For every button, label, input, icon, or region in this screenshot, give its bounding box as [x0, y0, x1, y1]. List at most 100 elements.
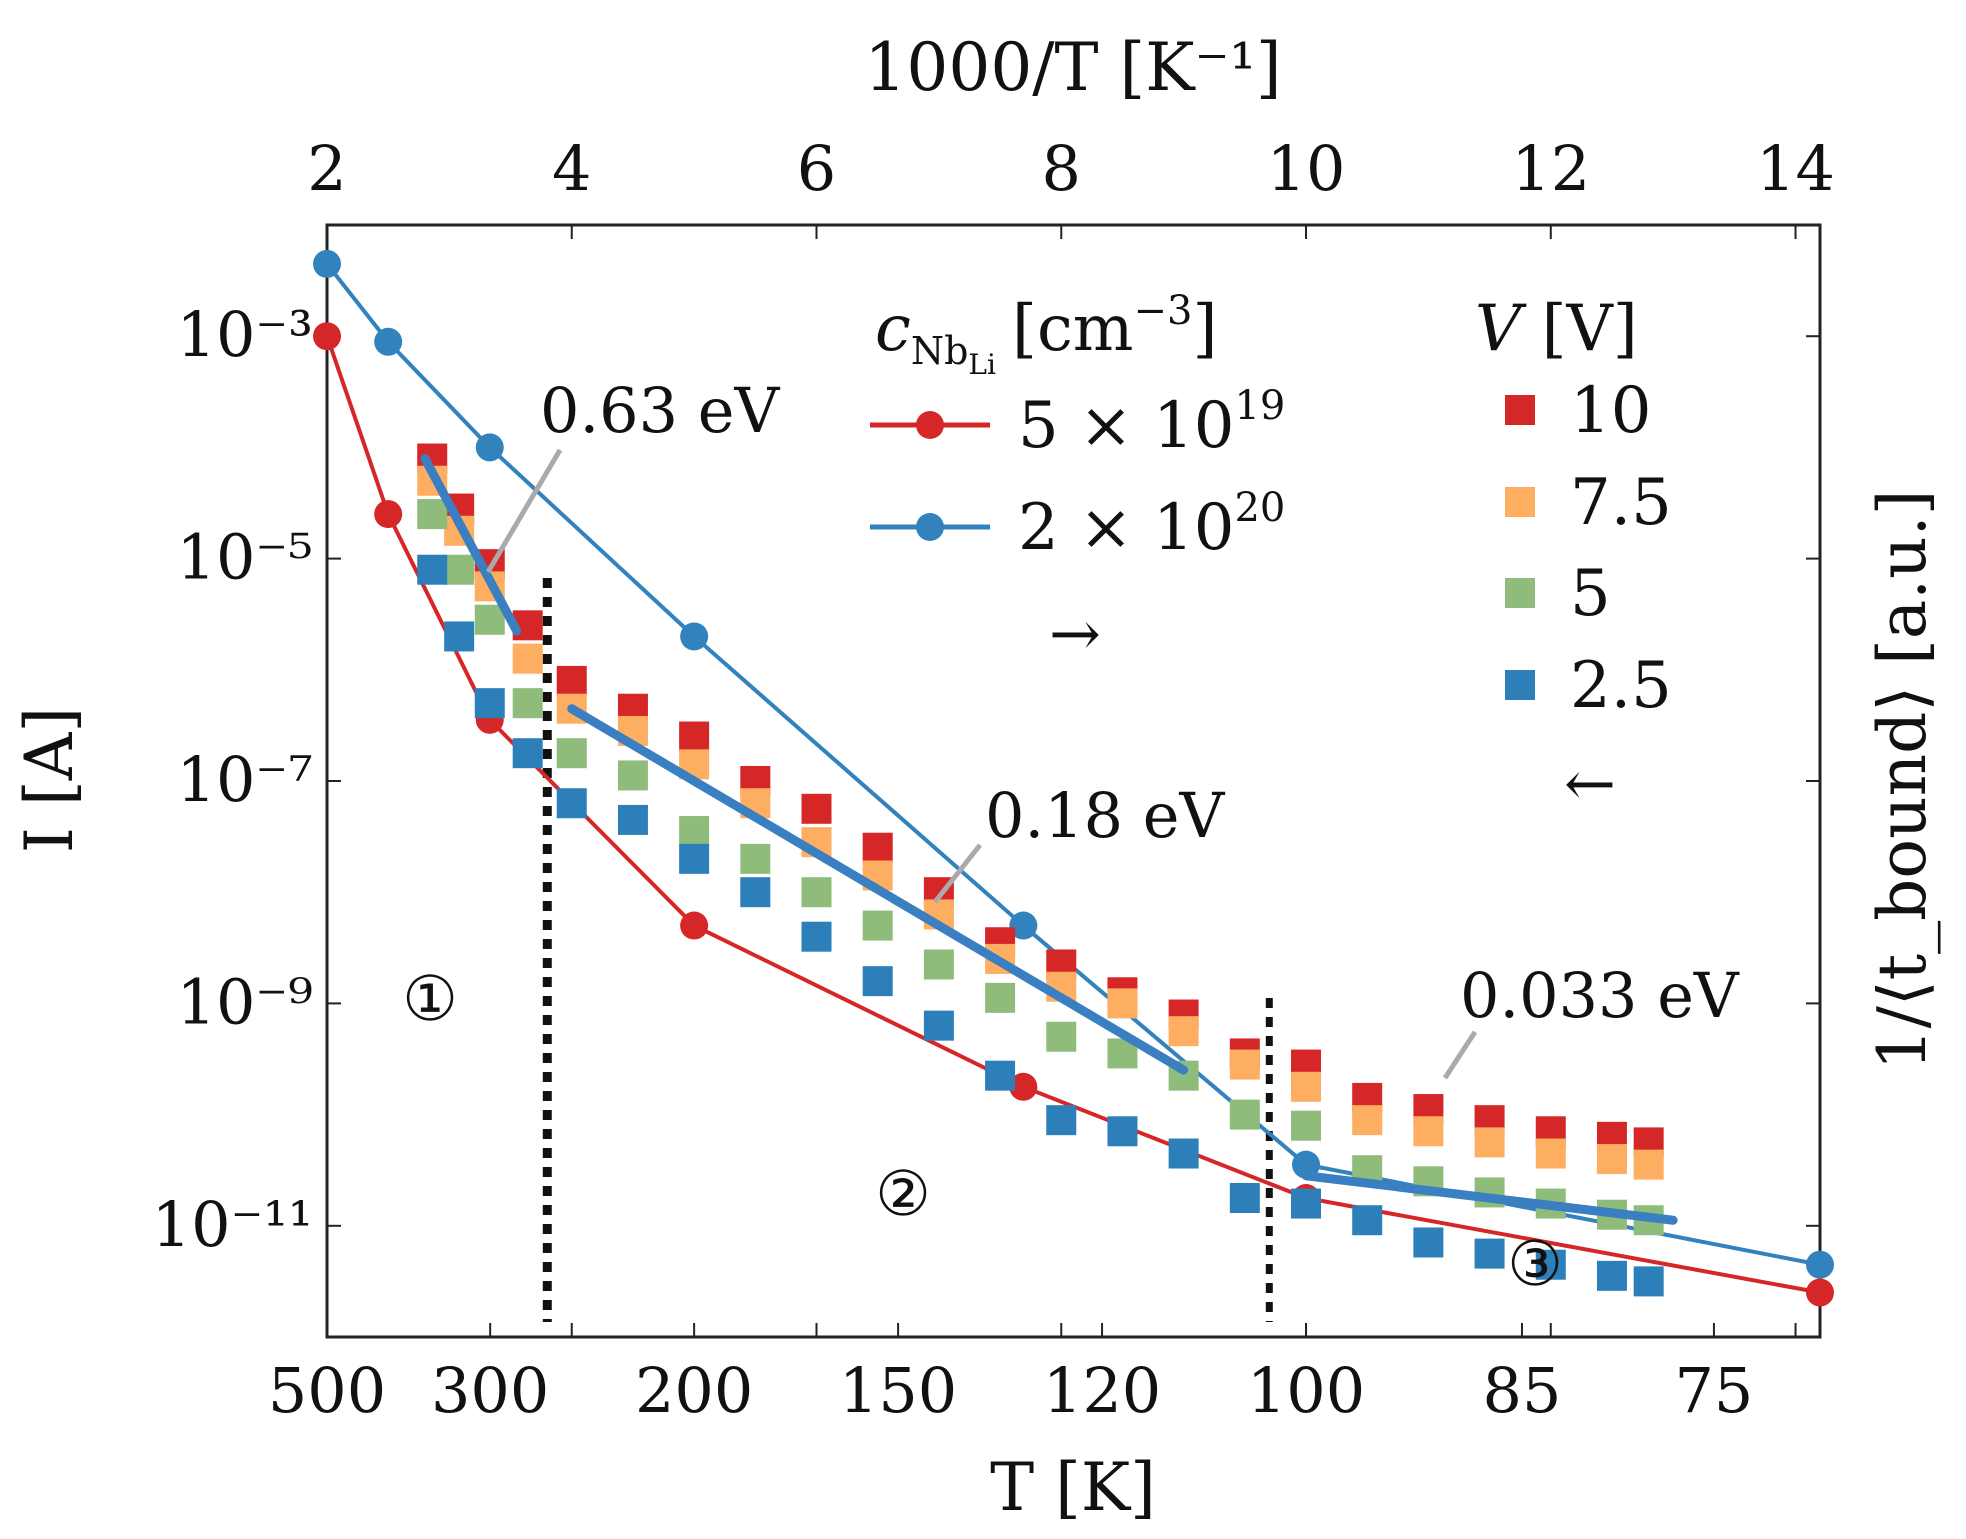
scatter-point-v5	[556, 738, 587, 769]
scatter-point-v5	[1229, 1099, 1260, 1130]
scatter-point-v5	[474, 604, 505, 635]
legend-entry-blue: 2 × 1020	[1018, 485, 1285, 565]
legend-voltage-10: 10	[1570, 374, 1651, 448]
legend-voltage: V [V] 10 7.5 5 2.5	[1475, 292, 1672, 723]
scatter-point-v5	[862, 910, 893, 941]
scatter-point-v2-5	[1352, 1205, 1383, 1236]
legend-concentration: cNbLi [cm−3] 5 × 1019 2 × 1020	[870, 288, 1285, 565]
fit-lines-layer	[420, 454, 1678, 1225]
scatter-point-v5	[512, 688, 543, 719]
series-point-0	[1009, 1072, 1038, 1101]
scatter-point-v5	[740, 843, 771, 874]
top-tick-label: 8	[1042, 132, 1081, 205]
legend-voltage-7-5: 7.5	[1570, 466, 1672, 540]
region-3-label: ③	[1507, 1227, 1563, 1300]
region-2-label: ②	[875, 1157, 931, 1230]
scatter-point-v7-5	[1535, 1138, 1566, 1169]
arrow-left-annotation: ←	[1564, 747, 1616, 820]
scatter-point-v7-5	[1413, 1116, 1444, 1147]
legend-square-5	[1505, 578, 1535, 608]
scatter-point-v2-5	[679, 843, 710, 874]
scatter-point-v10	[862, 832, 893, 863]
scatter-point-v2-5	[1596, 1260, 1627, 1291]
fit-label-leader-0-033	[1442, 1030, 1478, 1080]
scatter-point-v5	[679, 816, 710, 847]
left-axis-title: I [A]	[11, 707, 88, 853]
scatter-point-v5	[417, 499, 448, 530]
scatter-point-v5	[1291, 1110, 1322, 1141]
scatter-point-v5	[801, 877, 832, 908]
scatter-point-v7-5	[1168, 1016, 1199, 1047]
top-tick-label: 12	[1511, 132, 1590, 205]
scatter-point-v7-5	[1229, 1049, 1260, 1080]
fit-label-0-033: 0.033 eV	[1460, 959, 1740, 1032]
legend-square-2-5	[1505, 670, 1535, 700]
top-tick-label: 10	[1267, 132, 1346, 205]
scatter-point-v2-5	[985, 1060, 1016, 1091]
series-point-1	[313, 249, 341, 278]
legend-voltage-2-5: 2.5	[1570, 649, 1672, 723]
fit-label-leader-0-63	[485, 448, 563, 574]
fit-line-0	[420, 454, 522, 636]
scatter-point-v2-5	[862, 966, 893, 997]
scatter-point-v2-5	[1535, 1249, 1566, 1280]
legend-voltage-5: 5	[1570, 557, 1611, 631]
right-axis-title: 1/⟨t_bound⟩ [a.u.]	[1864, 490, 1941, 1071]
ticks-layer: 2 4 6 8 10 12 14 500 300 200 150 120 100 85 75 10⁻³ 10⁻⁵…	[152, 132, 1835, 1427]
scatter-point-v2-5	[1474, 1238, 1505, 1269]
region-1-label: ①	[402, 962, 458, 1035]
fit-label-0-18: 0.18 eV	[985, 779, 1225, 852]
scatter-point-v2-5	[801, 921, 832, 952]
series-point-0	[680, 911, 709, 940]
bottom-tick-label: 200	[635, 1354, 753, 1427]
legend-square-7-5	[1505, 487, 1535, 517]
scatter-point-v5	[923, 949, 954, 980]
scatter-point-v2-5	[923, 1010, 954, 1041]
scatter-point-v2-5	[740, 877, 771, 908]
scatter-point-v2-5	[617, 804, 648, 835]
left-tick-label: 10⁻⁷	[177, 743, 313, 816]
scatter-point-v2-5	[1168, 1138, 1199, 1169]
scatter-point-v7-5	[1596, 1144, 1627, 1175]
bottom-tick-label: 150	[839, 1354, 957, 1427]
legend-square-10	[1505, 395, 1535, 425]
top-tick-label: 4	[552, 132, 591, 205]
scatter-point-v2-5	[1107, 1116, 1138, 1147]
legend-voltage-title: V [V]	[1475, 292, 1638, 366]
series-point-1	[475, 433, 504, 462]
left-tick-label: 10⁻³	[177, 298, 313, 371]
scatter-point-v7-5	[1107, 988, 1138, 1019]
left-tick-label: 10⁻⁹	[177, 965, 313, 1038]
scatter-point-v2-5	[512, 738, 543, 769]
series-point-0	[313, 322, 341, 351]
scatter-point-v5	[444, 554, 475, 585]
scatter-point-v2-5	[1291, 1188, 1322, 1219]
bottom-axis-title: T [K]	[990, 1449, 1156, 1526]
series-point-1	[374, 327, 403, 356]
scatter-point-v7-5	[1633, 1149, 1664, 1180]
top-tick-label: 14	[1756, 132, 1835, 205]
legend-marker-red	[916, 411, 944, 439]
series-point-0	[1806, 1278, 1834, 1307]
fit-label-0-63: 0.63 eV	[540, 374, 780, 447]
scatter-point-v7-5	[512, 643, 543, 674]
bottom-tick-label: 75	[1674, 1354, 1753, 1427]
bottom-tick-label: 300	[431, 1354, 549, 1427]
legend-entry-red: 5 × 1019	[1018, 383, 1285, 463]
region-divider-lines	[542, 578, 1273, 1322]
scatter-point-v2-5	[474, 688, 505, 719]
scatter-point-v2-5	[1413, 1227, 1444, 1258]
legend-concentration-title: cNbLi [cm−3]	[875, 288, 1217, 381]
scatter-point-v10	[801, 793, 832, 824]
scatter-point-v7-5	[1291, 1071, 1322, 1102]
scatter-point-v2-5	[556, 788, 587, 819]
series-point-1	[680, 622, 709, 651]
scatter-point-v5	[1046, 1021, 1077, 1052]
top-tick-label: 6	[797, 132, 836, 205]
scatter-point-v2-5	[444, 621, 475, 652]
fit-line-2	[1301, 1171, 1678, 1225]
scatter-point-v7-5	[1352, 1105, 1383, 1136]
series-point-0	[374, 500, 403, 529]
scatter-point-v2-5	[417, 554, 448, 585]
scatter-point-v2-5	[1633, 1266, 1664, 1297]
